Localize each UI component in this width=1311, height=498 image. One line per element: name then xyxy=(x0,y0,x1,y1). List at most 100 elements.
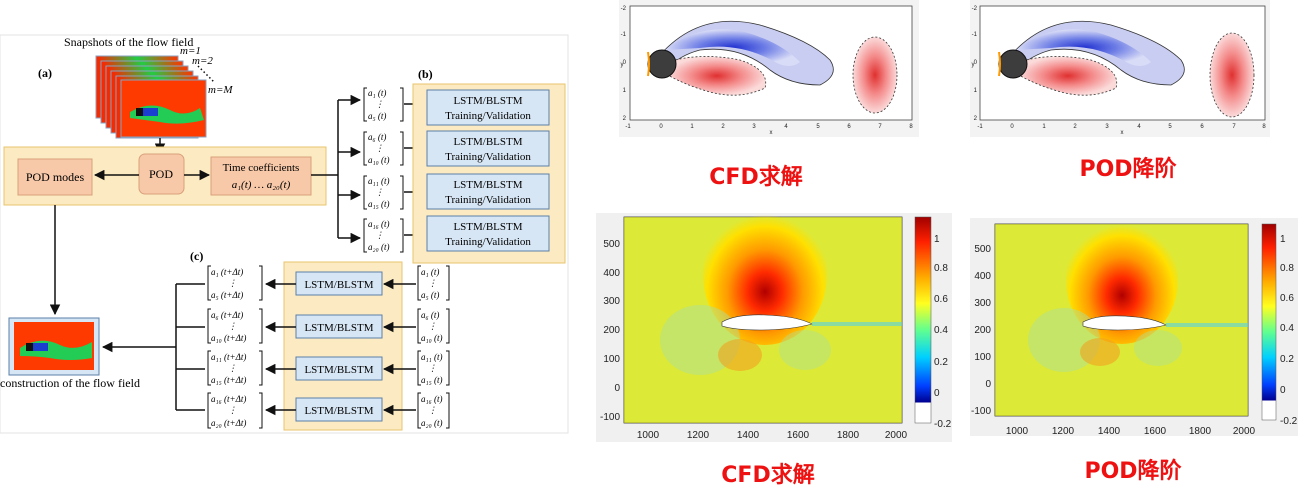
svg-text:-1: -1 xyxy=(972,32,978,38)
svg-text:3: 3 xyxy=(1105,124,1109,130)
svg-text:a₁ (t): a₁ (t) xyxy=(368,88,386,98)
svg-text:1: 1 xyxy=(623,88,627,94)
svg-text:300: 300 xyxy=(974,298,991,309)
svg-text:⋮: ⋮ xyxy=(228,405,237,415)
svg-text:0: 0 xyxy=(659,124,663,130)
airfoil-ticks-pod: 1000 1200 1400 1600 1800 2000 500 400 30… xyxy=(971,234,1298,437)
reconstruction-label: construction of the flow field xyxy=(0,376,140,390)
svg-text:7: 7 xyxy=(878,124,882,130)
svg-text:a₁₅ (t+Δt): a₁₅ (t+Δt) xyxy=(211,375,246,385)
svg-text:Training/Validation: Training/Validation xyxy=(445,194,531,206)
vectors-b: a₁ (t) ⋮ a₅ (t) a₆ (t) ⋮ a₁₀ (t) a₁₁ (t)… xyxy=(363,87,404,253)
svg-text:a₆ (t+Δt): a₆ (t+Δt) xyxy=(211,310,243,320)
svg-text:1000: 1000 xyxy=(1006,426,1029,437)
svg-text:2: 2 xyxy=(1073,124,1077,130)
svg-text:300: 300 xyxy=(603,296,620,307)
svg-text:a₁₁ (t): a₁₁ (t) xyxy=(421,352,443,362)
svg-text:a₁ (t+Δt): a₁ (t+Δt) xyxy=(211,267,243,277)
time-coefficients-title: Time coefficients xyxy=(223,162,300,174)
svg-text:0.4: 0.4 xyxy=(934,325,948,336)
svg-text:1400: 1400 xyxy=(1098,426,1121,437)
svg-text:LSTM/BLSTM: LSTM/BLSTM xyxy=(453,95,522,107)
vector-b-1: a₁ (t) ⋮ a₅ (t) xyxy=(363,87,404,122)
svg-text:x: x xyxy=(1121,130,1124,136)
svg-text:0: 0 xyxy=(1280,385,1286,396)
svg-text:a₅ (t): a₅ (t) xyxy=(368,111,386,121)
svg-text:1800: 1800 xyxy=(837,430,860,441)
svg-text:y: y xyxy=(972,62,975,68)
svg-text:a₂₀ (t): a₂₀ (t) xyxy=(368,242,390,252)
svg-text:a₁₁ (t): a₁₁ (t) xyxy=(368,176,390,186)
svg-text:a₆ (t): a₆ (t) xyxy=(368,132,386,142)
svg-text:a₂₀ (t): a₂₀ (t) xyxy=(421,418,443,428)
time-coefficients-box xyxy=(210,156,312,196)
pod-box xyxy=(138,153,185,195)
snapshots-title: Snapshots of the flow field xyxy=(64,35,193,49)
svg-text:1: 1 xyxy=(934,234,940,245)
svg-text:-1: -1 xyxy=(625,124,631,130)
svg-text:a₁₆ (t+Δt): a₁₆ (t+Δt) xyxy=(211,394,246,404)
svg-text:500: 500 xyxy=(974,244,991,255)
vector-b-3: a₁₁ (t) ⋮ a₁₅ (t) xyxy=(363,175,404,210)
svg-text:0: 0 xyxy=(985,379,991,390)
svg-text:a₁₁ (t+Δt): a₁₁ (t+Δt) xyxy=(211,352,246,362)
svg-text:a₁₅ (t): a₁₅ (t) xyxy=(368,199,390,209)
predict-boxes: LSTM/BLSTM LSTM/BLSTM LSTM/BLSTM LSTM/BL… xyxy=(295,271,383,422)
svg-text:⋮: ⋮ xyxy=(375,99,384,109)
svg-text:7: 7 xyxy=(1232,124,1236,130)
svg-text:1: 1 xyxy=(690,124,694,130)
svg-text:0.2: 0.2 xyxy=(934,357,948,368)
svg-text:Training/Validation: Training/Validation xyxy=(445,110,531,122)
svg-text:x: x xyxy=(770,130,773,136)
predict-box-4: LSTM/BLSTM xyxy=(295,397,383,422)
svg-text:a₁ (t): a₁ (t) xyxy=(421,267,439,277)
svg-text:2: 2 xyxy=(721,124,725,130)
svg-text:1400: 1400 xyxy=(737,430,760,441)
predict-box-3: LSTM/BLSTM xyxy=(295,356,383,381)
svg-text:LSTM/BLSTM: LSTM/BLSTM xyxy=(453,221,522,233)
vector-b-2: a₆ (t) ⋮ a₁₀ (t) xyxy=(363,131,404,166)
svg-text:2: 2 xyxy=(974,116,978,122)
m-label-m: m=M xyxy=(208,84,233,96)
pod-modes-label: POD modes xyxy=(26,170,85,184)
svg-text:5: 5 xyxy=(816,124,820,130)
svg-text:5: 5 xyxy=(1168,124,1172,130)
svg-text:1000: 1000 xyxy=(637,430,660,441)
svg-text:2: 2 xyxy=(623,116,627,122)
svg-text:a₁₀ (t): a₁₀ (t) xyxy=(421,333,443,343)
svg-text:⋮: ⋮ xyxy=(228,363,237,373)
svg-text:-1: -1 xyxy=(977,124,983,130)
svg-text:a₁₆ (t): a₁₆ (t) xyxy=(421,394,443,404)
cylinder-plot-pod xyxy=(970,0,1270,137)
svg-text:LSTM/BLSTM: LSTM/BLSTM xyxy=(453,179,522,191)
svg-text:1800: 1800 xyxy=(1189,426,1212,437)
svg-text:LSTM/BLSTM: LSTM/BLSTM xyxy=(304,364,373,376)
methodology-diagram: Snapshots of the flow field (a) m=1 m=2 … xyxy=(0,34,569,434)
svg-text:4: 4 xyxy=(784,124,788,130)
vectors-c-input: a₁ (t)⋮a₅ (t) a₆ (t)⋮a₁₀ (t) a₁₁ (t)⋮a₁₅… xyxy=(417,265,450,429)
training-box-3: LSTM/BLSTM Training/Validation xyxy=(426,173,550,210)
training-boxes: LSTM/BLSTM Training/Validation LSTM/BLST… xyxy=(426,89,550,252)
svg-text:100: 100 xyxy=(974,352,991,363)
svg-text:1600: 1600 xyxy=(1144,426,1167,437)
m-label-1: m=1 xyxy=(180,45,201,57)
predict-box-1: LSTM/BLSTM xyxy=(295,271,383,296)
snapshot-stack xyxy=(95,55,207,139)
predict-box-2: LSTM/BLSTM xyxy=(295,314,383,339)
svg-text:2000: 2000 xyxy=(1233,426,1256,437)
svg-text:-2: -2 xyxy=(972,6,978,12)
svg-text:400: 400 xyxy=(603,268,620,279)
svg-text:0.4: 0.4 xyxy=(1280,323,1294,334)
svg-text:0: 0 xyxy=(934,388,940,399)
caption-cfd-bottom: CFD求解 xyxy=(721,462,814,488)
cylinder-plot-cfd xyxy=(619,0,919,137)
svg-text:⋮: ⋮ xyxy=(375,187,384,197)
caption-cfd-top: CFD求解 xyxy=(709,164,802,190)
airfoil-plot-cfd xyxy=(596,205,952,442)
svg-text:-0.2: -0.2 xyxy=(934,419,952,430)
svg-text:0.6: 0.6 xyxy=(934,294,948,305)
caption-pod-top: POD降阶 xyxy=(1079,156,1177,182)
time-coefficients-range: a₁(t) … a₂₀(t) xyxy=(232,179,291,191)
pod-label: POD xyxy=(149,167,173,181)
svg-text:4: 4 xyxy=(1137,124,1141,130)
